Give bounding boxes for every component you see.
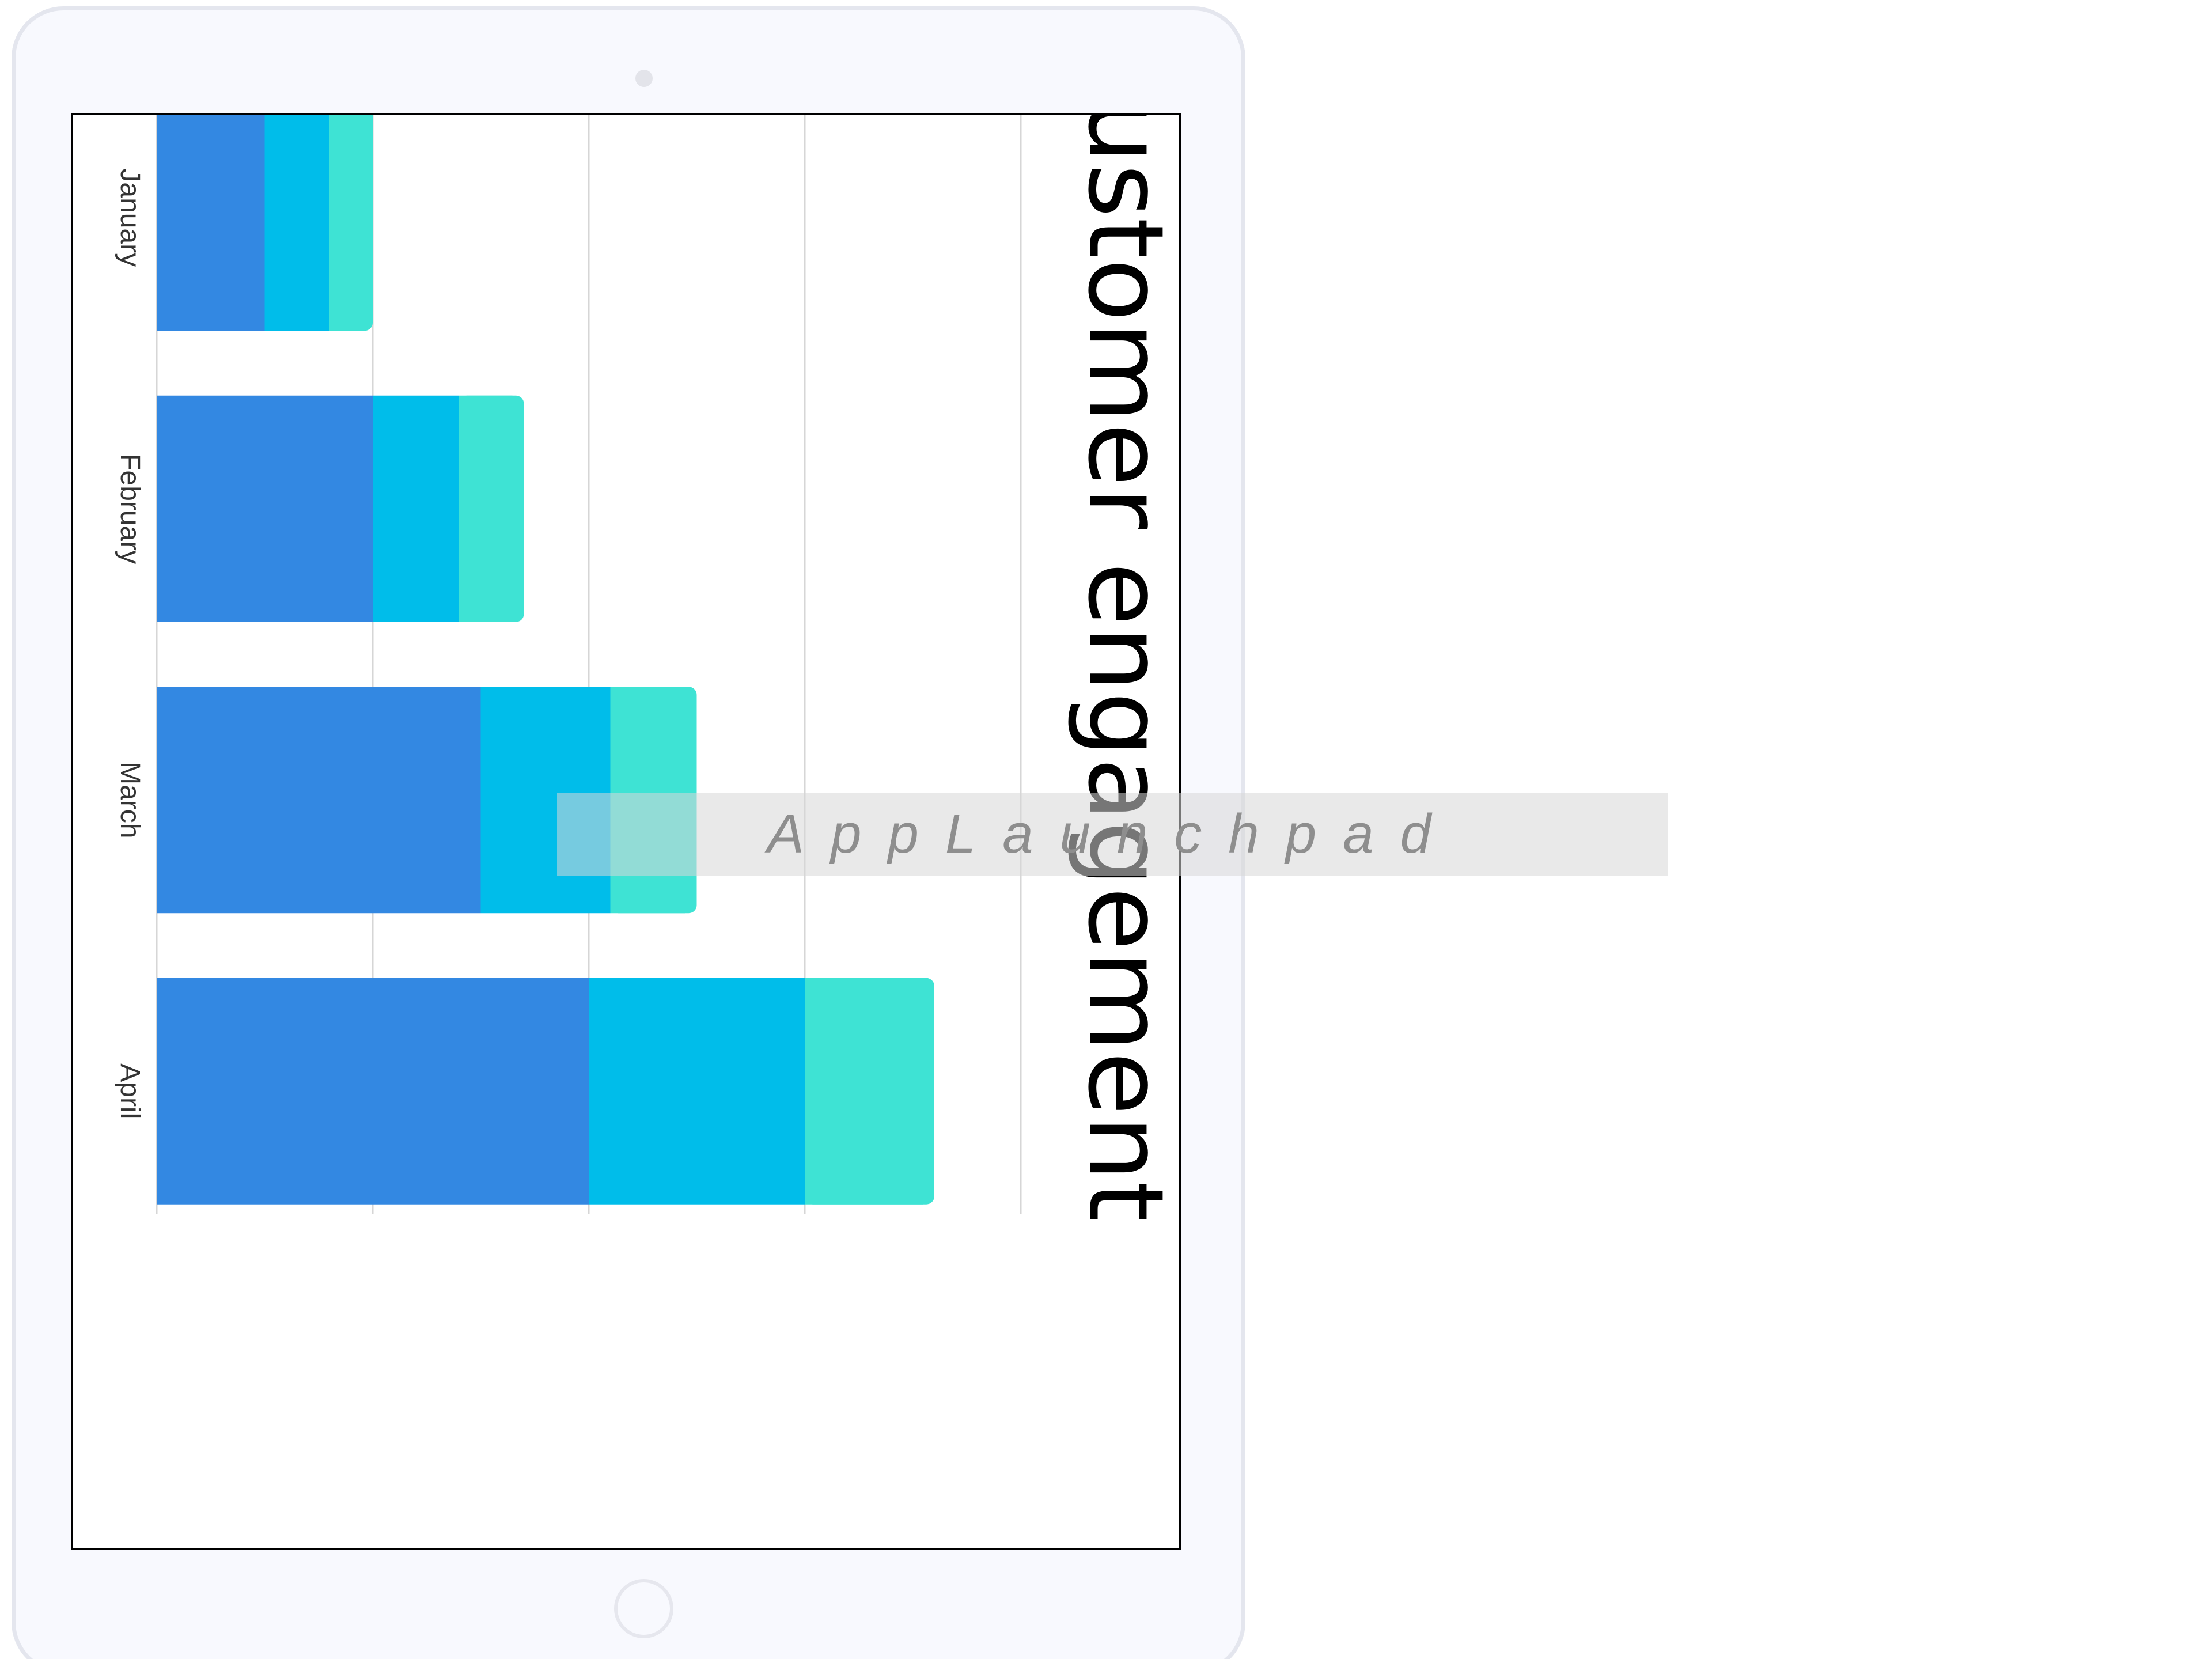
- bar-segment-fill: [459, 395, 513, 622]
- home-button[interactable]: [614, 1579, 673, 1638]
- category-label: January: [115, 168, 145, 267]
- bar-segment-january-2: [264, 115, 329, 331]
- watermark-text: AppLaunchpad: [767, 803, 1457, 865]
- bar-segment-february-1: [157, 395, 373, 622]
- bar-segment-march-1: [157, 687, 481, 914]
- category-label: April: [115, 1063, 145, 1119]
- x-axis-category-labels: January February March April: [115, 168, 145, 1119]
- bar-segment-april-1: [157, 978, 589, 1205]
- bar-segment-april-2: [589, 978, 805, 1205]
- chart-title: customer engagement: [1065, 115, 1179, 1222]
- bar-segment-fill: [329, 115, 361, 331]
- bar-segment-january-1: [157, 115, 265, 331]
- category-label: February: [115, 453, 145, 564]
- bar-segment-february-2: [373, 395, 459, 622]
- watermark-banner: AppLaunchpad: [557, 793, 1668, 876]
- category-label: March: [115, 762, 145, 838]
- camera-icon: [635, 70, 653, 87]
- bar-segment-fill: [805, 978, 923, 1205]
- bars: [157, 115, 934, 1205]
